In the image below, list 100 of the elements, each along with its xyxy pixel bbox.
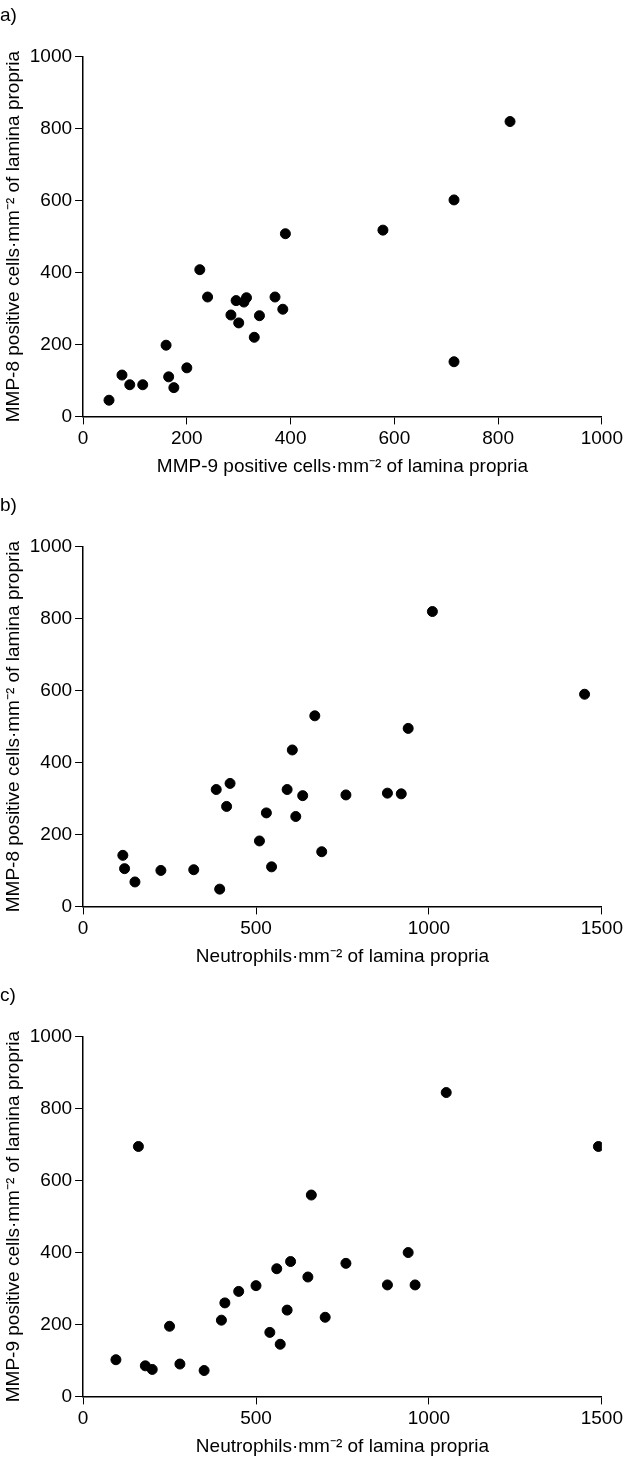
x-tick-label: 600 (378, 427, 411, 449)
x-tick-label: 1000 (407, 1407, 451, 1429)
point (132, 1140, 144, 1152)
y-tick-label: 800 (40, 116, 73, 138)
y-tick-label: 400 (40, 750, 73, 772)
point (277, 303, 289, 315)
point (279, 228, 291, 240)
point (248, 331, 260, 343)
point (274, 1338, 286, 1350)
x-tick-label: 0 (77, 1407, 89, 1429)
x-tick-label: 500 (240, 917, 272, 939)
y-tick-label: 1000 (29, 1025, 73, 1047)
point (285, 1256, 297, 1268)
chart-title: c) (0, 983, 16, 1005)
y-tick-label: 200 (40, 332, 73, 354)
point (253, 835, 265, 847)
point (266, 861, 278, 873)
point (225, 309, 237, 321)
point (281, 1304, 293, 1316)
point (117, 849, 129, 861)
point (137, 379, 149, 391)
x-axis-title: Neutrophils·mm⁻² of lamina propria (195, 944, 490, 966)
x-tick-label: 1000 (580, 427, 624, 449)
point (316, 846, 328, 858)
point (160, 339, 172, 351)
point (210, 784, 222, 796)
point (110, 1354, 122, 1366)
point (146, 1363, 158, 1375)
y-tick-label: 1000 (29, 535, 73, 557)
y-tick-label: 400 (40, 260, 73, 282)
point (219, 1297, 231, 1309)
y-axis-title: MMP-8 positive cells·mm⁻² of lamina propria (1, 50, 23, 423)
point (409, 1279, 421, 1291)
x-tick-label: 500 (240, 1407, 272, 1429)
point (290, 811, 302, 822)
x-tick-label: 0 (77, 917, 89, 939)
x-tick-label: 1000 (407, 917, 451, 939)
point (124, 379, 136, 391)
point (233, 317, 245, 329)
point (271, 1263, 283, 1275)
point (377, 224, 389, 236)
point (129, 876, 141, 888)
point (155, 864, 167, 876)
x-tick-label: 200 (170, 427, 203, 449)
point (194, 264, 206, 276)
chart-title: b) (0, 493, 17, 515)
x-tick-label: 1500 (580, 1407, 624, 1429)
y-tick-label: 600 (40, 188, 73, 210)
x-tick-label: 400 (274, 427, 307, 449)
point (579, 688, 591, 700)
point (233, 1285, 245, 1297)
point (202, 291, 214, 303)
point (426, 606, 438, 618)
y-tick-label: 600 (40, 678, 73, 700)
y-tick-label: 0 (61, 1384, 73, 1406)
point (340, 1257, 352, 1269)
point (224, 777, 236, 789)
point (103, 394, 115, 406)
point (592, 1140, 602, 1152)
point (319, 1311, 331, 1323)
x-tick-label: 1500 (580, 917, 624, 939)
point (448, 194, 460, 206)
y-tick-label: 400 (40, 1240, 73, 1262)
point (309, 710, 321, 722)
point (215, 1314, 227, 1326)
point (264, 1326, 276, 1338)
y-tick-label: 1000 (29, 45, 73, 67)
point (116, 369, 128, 381)
point (286, 744, 298, 756)
point (260, 807, 272, 819)
y-tick-label: 200 (40, 822, 73, 844)
point (221, 800, 233, 812)
x-tick-label: 0 (77, 427, 89, 449)
point (253, 310, 265, 322)
point (402, 1247, 414, 1259)
point (448, 356, 460, 368)
x-axis-title: MMP-9 positive cells·mm⁻² of lamina propria (156, 454, 529, 476)
point (164, 1320, 176, 1332)
point (250, 1280, 262, 1292)
x-tick-label: 800 (482, 427, 514, 449)
point (188, 864, 200, 876)
point (214, 883, 226, 895)
y-axis-title: MMP-8 positive cells·mm⁻² of lamina propria (1, 540, 23, 913)
point (302, 1271, 314, 1283)
y-tick-label: 600 (40, 1168, 73, 1190)
point (504, 116, 516, 128)
point (281, 784, 293, 796)
point (297, 790, 309, 802)
x-axis-title: Neutrophils·mm⁻² of lamina propria (195, 1434, 490, 1456)
point (402, 722, 414, 734)
point (198, 1365, 210, 1377)
point (305, 1189, 317, 1201)
point (174, 1358, 186, 1370)
point (181, 362, 193, 374)
y-tick-label: 200 (40, 1312, 73, 1334)
point (340, 789, 352, 801)
y-tick-label: 800 (40, 1096, 73, 1118)
point (395, 788, 407, 800)
point (163, 371, 175, 383)
y-tick-label: 0 (61, 894, 73, 916)
